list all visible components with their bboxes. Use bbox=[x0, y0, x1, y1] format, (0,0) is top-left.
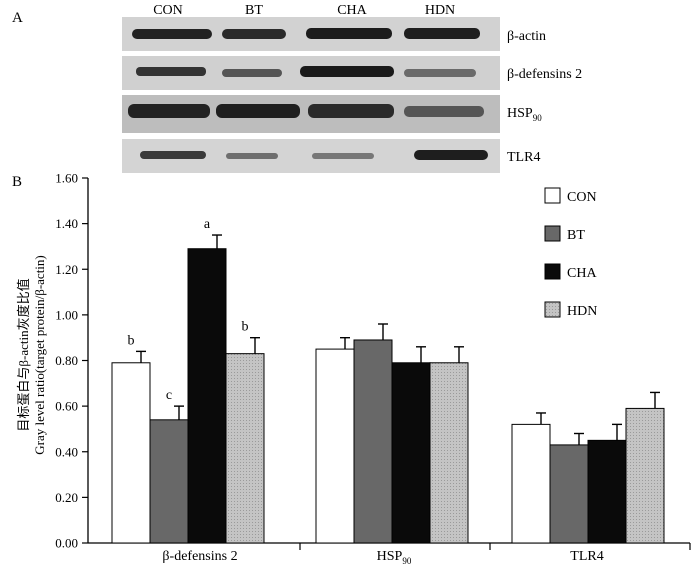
sig-letter: a bbox=[204, 217, 211, 232]
bar-con-2 bbox=[315, 348, 355, 544]
y-axis-title: 目标蛋白与β-actin灰度比值 Gray level ratio(target… bbox=[16, 255, 47, 454]
bar-hdn-1 bbox=[225, 353, 265, 544]
y-tick-label: 1.40 bbox=[55, 216, 78, 231]
y-tick-label: 0.00 bbox=[55, 536, 78, 551]
y-tick-label: 1.20 bbox=[55, 262, 78, 277]
bar-hdn-2 bbox=[429, 362, 469, 544]
blot-tlr4: TLR4 bbox=[122, 139, 540, 173]
blot-beta-actin: β-actin bbox=[122, 17, 546, 51]
bar-con-1 bbox=[111, 362, 151, 544]
panel-b-label: B bbox=[12, 174, 22, 190]
panel-a-label: A bbox=[12, 10, 23, 26]
error-bars bbox=[136, 234, 660, 445]
lane-label-hdn: HDN bbox=[425, 3, 455, 18]
bar-bt-3 bbox=[549, 444, 589, 544]
x-category-label: β-defensins 2 bbox=[162, 549, 237, 564]
legend-label-bt: BT bbox=[567, 228, 585, 243]
x-category-labels: β-defensins 2 HSP90 TLR4 bbox=[162, 549, 603, 566]
blot-label-tlr4: TLR4 bbox=[507, 150, 540, 165]
bar-con-3 bbox=[511, 423, 551, 544]
bar-bt-1 bbox=[149, 419, 189, 544]
bar-cha-1 bbox=[187, 248, 227, 544]
y-tick-label: 1.60 bbox=[55, 171, 78, 186]
bar-bt-2 bbox=[353, 339, 393, 544]
y-tick-label: 0.20 bbox=[55, 490, 78, 505]
legend: CON BT CHA HDN bbox=[544, 187, 597, 319]
legend-label-con: CON bbox=[567, 190, 597, 205]
legend-swatch-hdn bbox=[544, 301, 561, 318]
blot-hsp90: HSP90 bbox=[122, 95, 542, 133]
lane-label-bt: BT bbox=[245, 3, 263, 18]
sig-letter: b bbox=[128, 333, 135, 348]
blot-label-hsp90: HSP90 bbox=[507, 106, 542, 123]
bar-cha-3 bbox=[587, 439, 627, 544]
significance-letters: b c a b bbox=[128, 217, 249, 403]
lane-label-cha: CHA bbox=[337, 3, 367, 18]
blot-label-beta-defensins-2: β-defensins 2 bbox=[507, 67, 582, 82]
sig-letter: b bbox=[242, 320, 249, 335]
bars bbox=[111, 248, 665, 544]
y-tick-label: 0.40 bbox=[55, 444, 78, 459]
blot-beta-defensins-2: β-defensins 2 bbox=[122, 56, 582, 90]
legend-swatch-bt bbox=[544, 225, 561, 242]
legend-swatch-con bbox=[544, 187, 561, 204]
bar-cha-2 bbox=[391, 362, 431, 544]
y-axis-title-cn: 目标蛋白与β-actin灰度比值 bbox=[16, 278, 31, 431]
x-category-label: TLR4 bbox=[570, 549, 603, 564]
x-category-label: HSP90 bbox=[377, 549, 412, 566]
lane-label-con: CON bbox=[153, 3, 183, 18]
legend-label-cha: CHA bbox=[567, 266, 597, 281]
sig-letter: c bbox=[166, 388, 172, 403]
y-tick-label: 0.80 bbox=[55, 353, 78, 368]
legend-label-hdn: HDN bbox=[567, 304, 597, 319]
blot-label-beta-actin: β-actin bbox=[507, 29, 546, 44]
lane-labels: CON BT CHA HDN bbox=[153, 3, 455, 18]
y-tick-label: 1.00 bbox=[55, 307, 78, 322]
y-tick-label: 0.60 bbox=[55, 399, 78, 414]
y-axis-title-en: Gray level ratio(target protein/β-actin) bbox=[32, 255, 47, 454]
bar-hdn-3 bbox=[625, 407, 665, 544]
legend-swatch-cha bbox=[544, 263, 561, 280]
